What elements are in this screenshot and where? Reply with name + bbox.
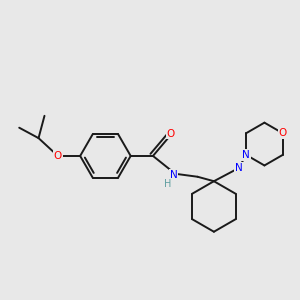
Text: N: N [242, 150, 250, 160]
Text: N: N [170, 170, 178, 180]
Text: H: H [164, 179, 172, 189]
Text: N: N [235, 163, 243, 173]
Text: O: O [167, 129, 175, 139]
Text: O: O [54, 151, 62, 161]
Text: O: O [279, 128, 287, 138]
